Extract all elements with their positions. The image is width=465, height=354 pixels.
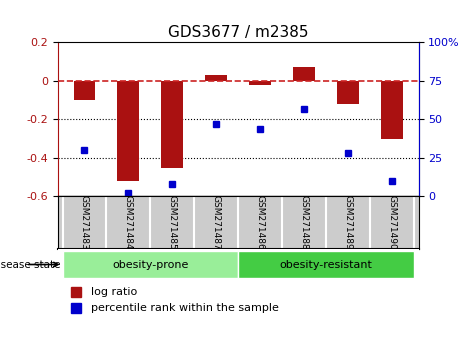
Text: GSM271483: GSM271483	[80, 195, 89, 250]
Text: GSM271488: GSM271488	[300, 195, 309, 250]
Title: GDS3677 / m2385: GDS3677 / m2385	[168, 25, 309, 40]
Bar	[118, 81, 140, 181]
FancyBboxPatch shape	[239, 251, 414, 278]
Text: percentile rank within the sample: percentile rank within the sample	[91, 303, 279, 313]
Text: obesity-prone: obesity-prone	[112, 259, 189, 269]
Text: GSM271485: GSM271485	[168, 195, 177, 250]
Text: disease state: disease state	[0, 259, 60, 269]
Bar	[73, 81, 95, 100]
Bar	[206, 75, 227, 81]
Text: GSM271484: GSM271484	[124, 195, 133, 250]
Text: GSM271490: GSM271490	[388, 195, 397, 250]
Text: obesity-resistant: obesity-resistant	[280, 259, 372, 269]
Text: log ratio: log ratio	[91, 287, 137, 297]
Bar	[293, 68, 315, 81]
Text: GSM271489: GSM271489	[344, 195, 352, 250]
Bar	[249, 81, 271, 85]
Text: GSM271486: GSM271486	[256, 195, 265, 250]
Bar	[337, 81, 359, 104]
Bar	[381, 81, 403, 139]
Bar	[161, 81, 183, 167]
FancyBboxPatch shape	[62, 251, 239, 278]
Text: GSM271487: GSM271487	[212, 195, 221, 250]
